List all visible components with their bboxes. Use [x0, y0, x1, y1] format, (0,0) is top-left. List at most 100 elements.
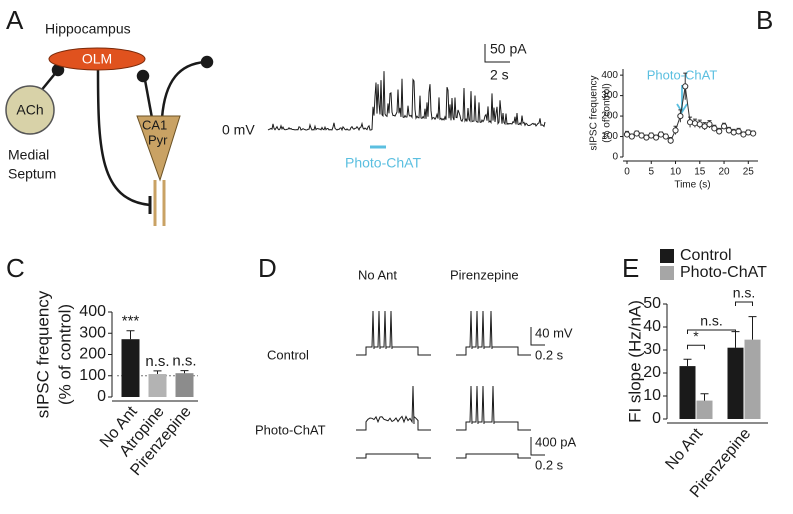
x-tick-label: 20	[718, 167, 730, 178]
significance-bracket	[687, 344, 705, 350]
point	[677, 112, 684, 120]
x-tick-label: 0	[624, 167, 630, 178]
voltage-trace	[356, 385, 431, 431]
y-tick-label: 0	[97, 388, 106, 405]
scale-label: 40 mV	[535, 325, 573, 340]
significance-bracket	[687, 329, 736, 334]
axis-label: sIPSC frequency	[589, 75, 600, 150]
region-label: Septum	[8, 166, 56, 182]
x-tick-label: No Ant	[662, 425, 706, 473]
legend-swatch	[660, 249, 674, 263]
point	[720, 123, 728, 130]
error-bar	[731, 331, 740, 348]
bar	[679, 366, 696, 419]
annotation: ***	[122, 313, 140, 330]
pyramidal-soma	[136, 115, 181, 182]
point	[730, 129, 737, 136]
point	[686, 119, 694, 126]
panel-letter: D	[258, 253, 277, 283]
panel-letter: E	[622, 253, 639, 283]
panel-letter: C	[6, 253, 25, 283]
y-tick-label: 10	[643, 387, 661, 404]
axis-label: Time (s)	[674, 180, 710, 191]
bar	[696, 400, 713, 419]
axis-label: FI slope (Hz/nA)	[625, 300, 644, 423]
point	[691, 120, 699, 127]
current-step	[356, 453, 431, 459]
point	[653, 134, 660, 141]
annotation: n.s.	[145, 353, 169, 370]
voltage-trace	[456, 385, 531, 431]
y-tick-label: 100	[79, 367, 106, 384]
axis-label: (% of control)	[55, 304, 74, 405]
y-tick-label: 0	[612, 152, 618, 163]
y-tick-label: 400	[601, 70, 618, 81]
holding-label: 0 mV	[222, 122, 255, 138]
row-label: Control	[267, 347, 309, 362]
error-bar	[683, 358, 692, 367]
point	[672, 127, 679, 134]
dendrite	[160, 60, 206, 119]
annotation: Photo-ChAT	[647, 67, 718, 82]
bar	[148, 374, 167, 397]
scale-label: 400 pA	[535, 434, 577, 449]
y-tick-label: 400	[79, 303, 106, 320]
current-step	[456, 453, 531, 459]
x-tick-label: 25	[743, 167, 755, 178]
annotation: n.s.	[733, 285, 756, 301]
error-bar	[180, 370, 189, 374]
point	[750, 130, 757, 137]
y-tick-label: 300	[601, 90, 618, 101]
y-tick-label: 200	[79, 346, 106, 363]
legend-label: Control	[680, 247, 732, 264]
bar	[744, 339, 761, 419]
scale-label: 0.2 s	[535, 347, 564, 362]
voltage-traces	[356, 310, 531, 459]
dendrite	[143, 79, 154, 119]
synapse	[136, 69, 150, 83]
y-tick-label: 0	[652, 410, 661, 427]
legend-label: Photo-ChAT	[680, 264, 767, 281]
neuron-label: Pyr	[148, 132, 168, 147]
point	[667, 137, 674, 144]
column-label: Pirenzepine	[450, 267, 519, 282]
y-tick-label: 200	[601, 111, 618, 122]
current-step	[356, 453, 431, 459]
scale-bar	[530, 327, 545, 346]
bar	[727, 347, 744, 419]
bar	[175, 373, 194, 397]
neuron-label: CA1	[142, 117, 167, 132]
neuron-label: ACh	[16, 102, 43, 118]
error-bar	[126, 330, 135, 340]
y-tick-label: 50	[643, 295, 661, 312]
row-label: Photo-ChAT	[255, 422, 326, 437]
axis-label: (% of control)	[602, 83, 613, 142]
region-label: Medial	[8, 147, 49, 163]
point	[682, 83, 689, 90]
ach-neuron	[5, 85, 55, 135]
y-tick-label: 30	[643, 341, 661, 358]
significance-bracket	[735, 301, 753, 306]
synapse	[200, 55, 214, 69]
point	[716, 128, 723, 135]
scale-label: 2 s	[490, 67, 509, 83]
y-tick-label: 300	[79, 324, 106, 341]
annotation: *	[693, 328, 699, 344]
axon	[96, 69, 151, 207]
neuron-label: OLM	[82, 51, 112, 67]
voltage-trace	[456, 310, 531, 356]
annotation: n.s.	[172, 353, 196, 370]
axis-label: sIPSC frequency	[33, 290, 52, 418]
region-label: Hippocampus	[45, 21, 131, 37]
annotation: n.s.	[700, 313, 723, 329]
point	[706, 121, 713, 128]
scale-bar	[484, 44, 510, 63]
error-bar	[748, 316, 757, 340]
voltage-trace	[356, 310, 431, 356]
y-tick-label: 20	[643, 364, 661, 381]
scale-label: 50 pA	[490, 41, 527, 57]
panel-letter: B	[756, 5, 773, 35]
olm-neuron	[48, 47, 146, 71]
